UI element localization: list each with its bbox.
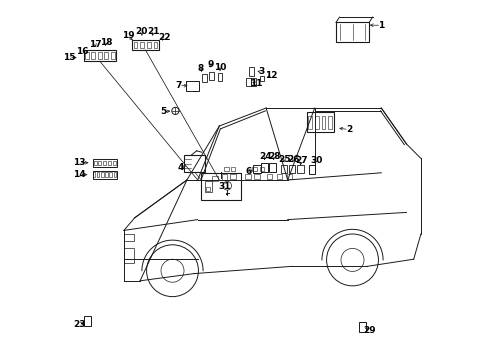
Bar [109, 172, 112, 177]
Bar [92, 159, 117, 167]
Text: 21: 21 [147, 27, 160, 36]
Text: 23: 23 [73, 320, 86, 329]
Bar [358, 322, 366, 332]
Text: 31: 31 [218, 182, 230, 191]
Text: 30: 30 [310, 156, 322, 165]
Bar [222, 174, 227, 180]
Text: 25: 25 [277, 154, 290, 163]
Text: 11: 11 [249, 79, 262, 88]
Text: 27: 27 [294, 156, 307, 165]
Bar [92, 171, 117, 179]
Bar [98, 52, 102, 59]
Text: 1: 1 [377, 21, 384, 30]
Bar [261, 163, 267, 172]
Bar [123, 248, 133, 263]
Bar [248, 67, 254, 76]
Bar [184, 155, 205, 172]
Bar [253, 165, 261, 173]
Bar [101, 172, 103, 177]
Bar [205, 187, 209, 191]
Bar [230, 167, 235, 171]
Bar [252, 167, 256, 171]
Bar [84, 316, 91, 326]
Text: 4: 4 [177, 163, 183, 172]
Bar [250, 78, 255, 86]
Text: 26: 26 [286, 154, 299, 163]
Bar [94, 161, 96, 165]
Bar [91, 52, 95, 59]
Bar [104, 52, 108, 59]
Bar [201, 173, 241, 200]
Text: 19: 19 [122, 31, 135, 40]
Bar [321, 116, 325, 129]
Bar [202, 74, 206, 82]
Text: 20: 20 [136, 27, 148, 36]
Bar [288, 165, 295, 173]
Bar [230, 174, 235, 179]
Bar [245, 174, 250, 179]
Bar [132, 40, 159, 50]
Bar [208, 72, 213, 80]
Bar [105, 172, 107, 177]
Text: 8: 8 [197, 64, 203, 73]
Text: 10: 10 [213, 63, 226, 72]
Text: 13: 13 [73, 158, 85, 167]
Bar [217, 73, 222, 81]
Bar [254, 174, 259, 179]
Bar [185, 81, 198, 91]
Bar [277, 174, 282, 179]
Bar [259, 167, 264, 171]
Bar [328, 116, 331, 129]
Bar [103, 161, 106, 165]
Bar [296, 165, 303, 173]
Bar [306, 112, 333, 132]
Text: 3: 3 [258, 68, 264, 77]
Bar [93, 172, 95, 177]
Text: 22: 22 [158, 33, 170, 42]
Text: 16: 16 [76, 46, 88, 55]
Text: 2: 2 [345, 125, 351, 134]
Bar [269, 163, 275, 172]
Text: 29: 29 [363, 326, 375, 335]
Text: 24: 24 [259, 152, 271, 161]
Text: 5: 5 [160, 107, 166, 116]
Text: 18: 18 [100, 38, 112, 47]
Bar [307, 116, 311, 129]
Bar [113, 172, 116, 177]
Text: 14: 14 [72, 170, 85, 179]
Bar [113, 161, 115, 165]
Bar [98, 161, 101, 165]
Bar [212, 176, 217, 181]
Bar [224, 167, 228, 171]
Bar [245, 78, 250, 86]
Text: 7: 7 [175, 81, 182, 90]
Bar [84, 50, 115, 61]
Bar [286, 174, 292, 179]
Text: 6: 6 [245, 166, 251, 175]
Bar [280, 165, 287, 173]
Bar [111, 52, 114, 59]
Bar [97, 172, 99, 177]
Bar [314, 116, 318, 129]
Bar [153, 42, 157, 48]
Bar [140, 42, 143, 48]
Text: 28: 28 [267, 152, 280, 161]
Bar [123, 234, 133, 241]
Text: 12: 12 [264, 71, 277, 80]
Bar [259, 76, 264, 81]
Bar [335, 22, 368, 42]
Text: 15: 15 [62, 53, 75, 62]
Bar [204, 181, 212, 192]
Bar [147, 42, 150, 48]
Bar [308, 165, 315, 174]
Text: 17: 17 [89, 40, 101, 49]
Bar [133, 42, 137, 48]
Bar [266, 174, 272, 179]
Bar [85, 52, 88, 59]
Bar [108, 161, 111, 165]
Text: 9: 9 [207, 60, 213, 69]
